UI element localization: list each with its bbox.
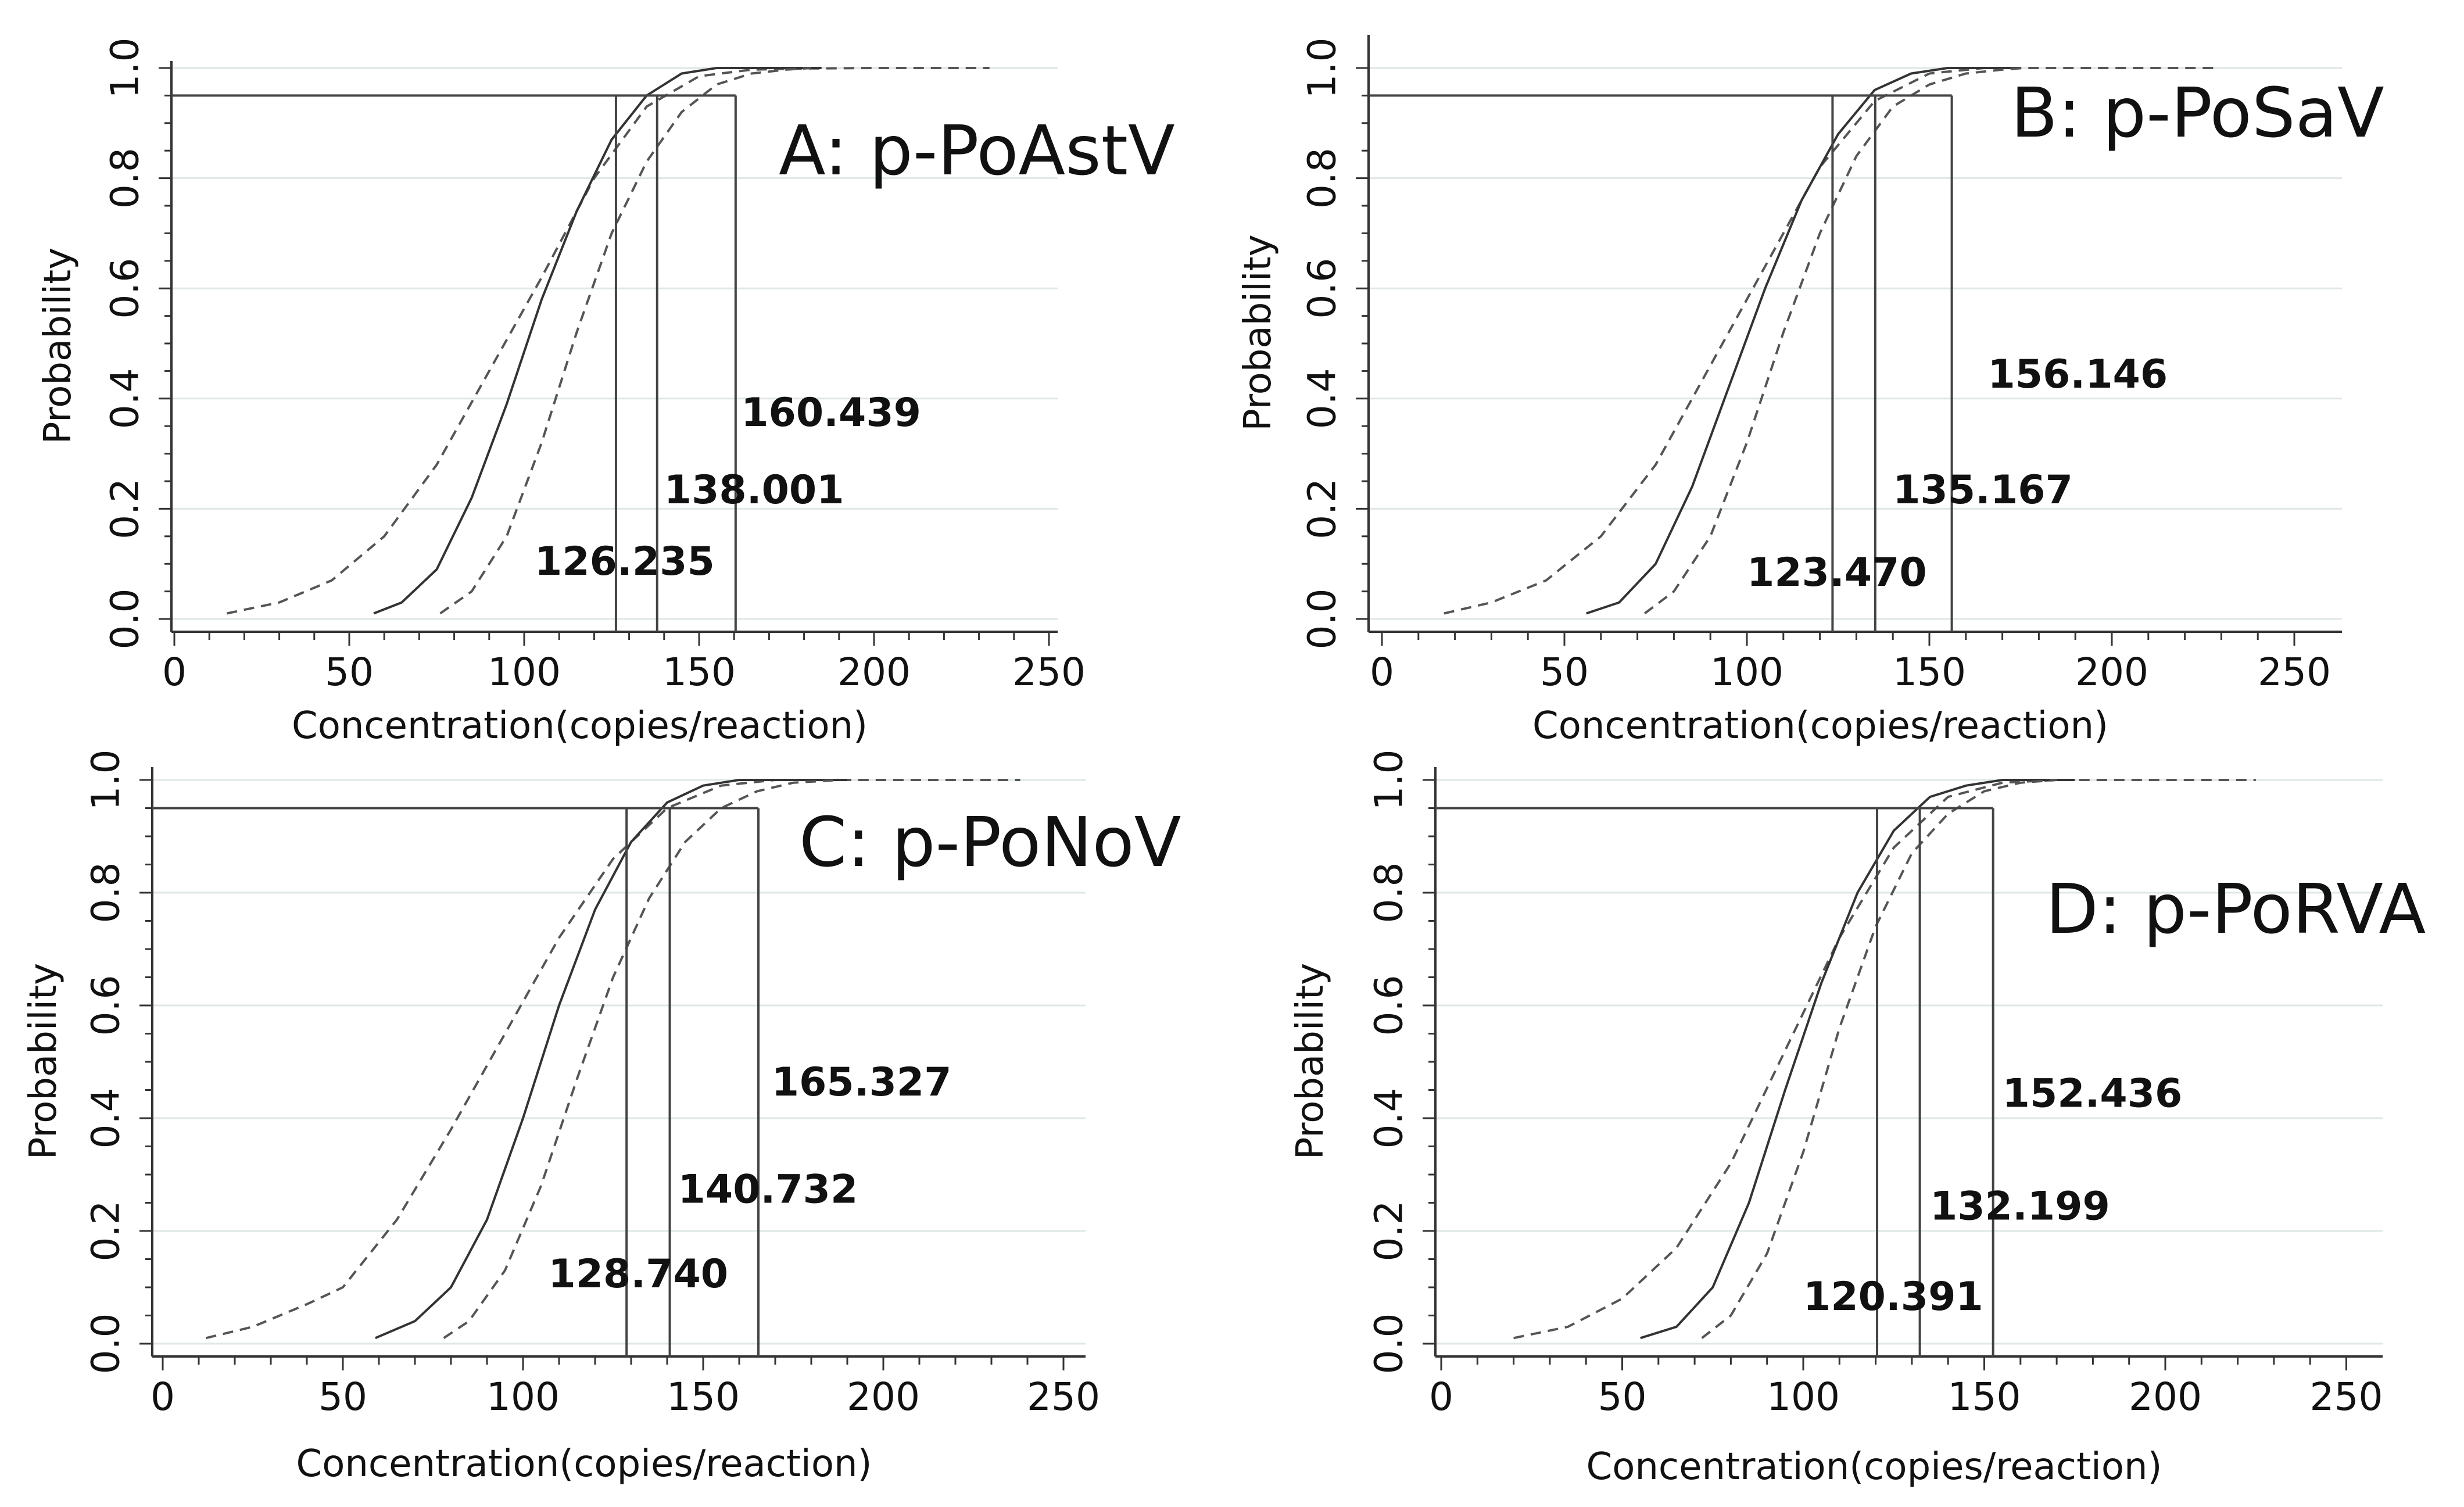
x-tick-label: 0 [1370,650,1394,695]
y-axis-title: Probability [22,963,65,1159]
x-tick-label: 0 [1429,1374,1453,1419]
x-tick-label: 100 [1710,650,1783,695]
x-tick-label: 0 [151,1374,175,1419]
panel-a: 0.0 0.2 0.4 0.6 0.8 1.0 0 50 100 150 200 250 Probabi… [37,38,1175,747]
x-tick-label: 150 [1948,1374,2021,1419]
y-tick-label: 0.2 [1367,1201,1412,1262]
y-tick-label: 0.8 [103,148,148,209]
y-tick-label: 1.0 [103,38,148,99]
x-axis-title: Concentration(copies/reaction) [292,704,868,747]
y-tick-label: 0.8 [84,862,128,923]
x-tick-label: 150 [667,1374,740,1419]
x-tick-label: 250 [1012,650,1086,695]
x-tick-label: 250 [1027,1374,1100,1419]
confidence-bound-curve [1513,779,2256,1340]
panel-c: 0.0 0.2 0.4 0.6 0.8 1.0 0 50 100 150 200 250 Probabi… [22,750,1181,1485]
y-tick-label: 0.2 [84,1201,128,1262]
value-annotation: 135.167 [1893,467,2073,513]
y-tick-label: 0.4 [84,1088,128,1149]
x-tick-label: 50 [1540,650,1589,695]
y-tick-label: 0.0 [84,1313,128,1374]
x-axis-title: Concentration(copies/reaction) [296,1442,872,1485]
panel-b: 0.0 0.2 0.4 0.6 0.8 1.0 0 50 100 150 200 250 Probabi… [1237,35,2384,747]
x-tick-label: 50 [318,1374,367,1419]
y-tick-label: 0.6 [84,975,128,1036]
x-tick-label: 100 [1767,1374,1840,1419]
panel-title: B: p-PoSaV [2011,73,2384,153]
y-tick-label: 0.0 [1300,589,1345,650]
confidence-bound-curve [1444,67,2214,615]
x-tick-label: 250 [2258,650,2331,695]
y-tick-label: 0.0 [1367,1313,1412,1374]
x-axis-title: Concentration(copies/reaction) [1586,1445,2162,1488]
x-tick-label: 250 [2310,1374,2383,1419]
probit-curve [375,779,847,1340]
value-annotation: 138.001 [664,467,844,513]
x-tick-label: 200 [837,650,911,695]
confidence-bound-curve [439,67,811,615]
probit-curve [1640,779,2075,1340]
y-tick-label: 1.0 [1300,38,1345,99]
x-tick-label: 150 [1893,650,1966,695]
y-axis-title: Probability [1237,234,1280,431]
confidence-bound-curve [1643,67,2025,615]
probit-curve [1586,67,2021,615]
panel-title: A: p-PoAstV [779,110,1175,191]
y-axis-title: Probability [37,248,80,444]
y-tick-label: 0.2 [1300,478,1345,539]
value-annotation: 132.199 [1930,1184,2110,1230]
y-tick-label: 0.4 [1300,368,1345,429]
x-tick-label: 50 [325,650,374,695]
confidence-bound-curve [443,779,840,1339]
y-tick-label: 0.8 [1300,148,1345,209]
x-tick-label: 200 [847,1374,920,1419]
y-tick-label: 0.4 [1367,1088,1412,1149]
y-tick-label: 0.2 [103,478,148,539]
x-tick-label: 200 [2129,1374,2202,1419]
x-tick-label: 200 [2075,650,2148,695]
x-tick-label: 100 [486,1374,560,1419]
y-axis-title: Probability [1289,963,1332,1159]
value-annotation: 128.740 [548,1251,728,1297]
y-tick-label: 0.6 [1300,258,1345,319]
confidence-bound-curve [226,67,990,615]
panel-title: C: p-PoNoV [799,802,1181,882]
confidence-bound-curve [205,779,1020,1340]
x-tick-label: 150 [662,650,736,695]
y-tick-label: 1.0 [84,750,128,811]
probit-curve [373,67,822,615]
value-annotation: 165.327 [772,1059,952,1105]
x-axis-title: Concentration(copies/reaction) [1532,704,2108,747]
y-tick-label: 1.0 [1367,750,1412,811]
confidence-bound-curve [1701,779,2057,1339]
value-annotation: 140.732 [678,1167,858,1213]
value-annotation: 160.439 [741,390,921,436]
x-tick-label: 50 [1598,1374,1647,1419]
value-annotation: 126.235 [535,539,715,585]
y-tick-label: 0.4 [103,368,148,429]
x-tick-label: 100 [488,650,561,695]
y-tick-label: 0.6 [1367,975,1412,1036]
value-annotation: 123.470 [1747,550,1927,596]
x-tick-label: 0 [162,650,187,695]
panel-title: D: p-PoRVA [2046,869,2426,949]
y-tick-label: 0.8 [1367,862,1412,923]
value-annotation: 152.436 [2003,1071,2183,1117]
y-tick-label: 0.0 [103,589,148,650]
panel-d: 0.0 0.2 0.4 0.6 0.8 1.0 0 50 100 150 200 250 Probabi… [1289,750,2426,1488]
y-tick-label: 0.6 [103,258,148,319]
value-annotation: 120.391 [1803,1274,1983,1320]
value-annotation: 156.146 [1987,352,2168,398]
